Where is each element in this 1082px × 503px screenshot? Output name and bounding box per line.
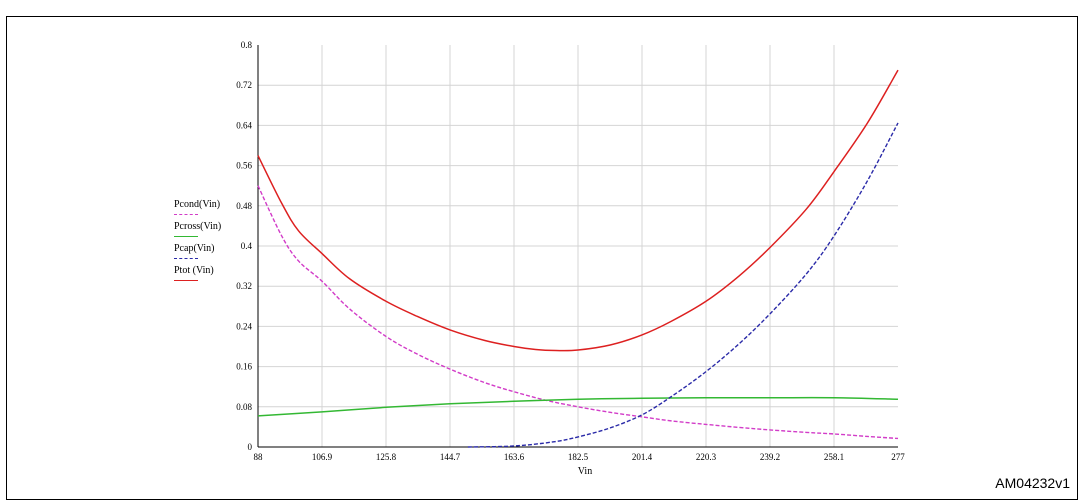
y-tick-label: 0.48 <box>236 201 252 211</box>
y-tick-label: 0.4 <box>241 241 253 251</box>
y-tick-label: 0.56 <box>236 161 252 171</box>
grid <box>258 45 898 447</box>
y-tick-label: 0 <box>248 442 253 452</box>
series-line-pcross-vin <box>257 396 899 417</box>
series-line-pcond-vin <box>257 185 899 440</box>
x-tick-label: 88 <box>254 452 264 462</box>
x-tick-label: 220.3 <box>696 452 717 462</box>
x-tick-label: 277 <box>891 452 905 462</box>
x-tick-label: 125.8 <box>376 452 397 462</box>
x-tick-label: 163.6 <box>504 452 525 462</box>
legend-item: Pcap(Vin) <box>174 243 244 265</box>
legend-swatch <box>174 280 198 281</box>
series-line-ptot-vin <box>257 69 899 352</box>
y-tick-label: 0.8 <box>241 40 253 50</box>
legend-swatch <box>174 258 198 259</box>
x-tick-label: 239.2 <box>760 452 780 462</box>
axes <box>257 45 898 448</box>
tick-labels: 88 106.9 125.8 144.7 163.6 182.5 201.4 220.3 239… <box>236 40 905 462</box>
legend-swatch <box>174 214 198 215</box>
legend: Pcond(Vin) Pcross(Vin) Pcap(Vin) Ptot (V… <box>174 199 244 287</box>
x-axis-label: Vin <box>578 466 592 477</box>
x-tick-label: 182.5 <box>568 452 589 462</box>
legend-label: Ptot (Vin) <box>174 265 214 276</box>
legend-item: Pcross(Vin) <box>174 221 244 243</box>
legend-item: Pcond(Vin) <box>174 199 244 221</box>
x-tick-label: 144.7 <box>440 452 461 462</box>
x-tick-label: 258.1 <box>824 452 844 462</box>
series-lines <box>257 69 899 448</box>
y-tick-label: 0.32 <box>236 281 252 291</box>
legend-label: Pcross(Vin) <box>174 221 222 232</box>
x-tick-label: 106.9 <box>312 452 333 462</box>
legend-label: Pcond(Vin) <box>174 199 221 210</box>
y-tick-label: 0.08 <box>236 402 252 412</box>
y-tick-label: 0.64 <box>236 120 252 130</box>
y-tick-label: 0.16 <box>236 362 252 372</box>
legend-item: Ptot (Vin) <box>174 265 244 287</box>
y-tick-label: 0.24 <box>236 321 252 331</box>
legend-swatch <box>174 236 198 237</box>
figure-reference-id: AM04232v1 <box>995 475 1070 491</box>
x-tick-label: 201.4 <box>632 452 653 462</box>
legend-label: Pcap(Vin) <box>174 243 215 254</box>
y-tick-label: 0.72 <box>236 80 252 90</box>
